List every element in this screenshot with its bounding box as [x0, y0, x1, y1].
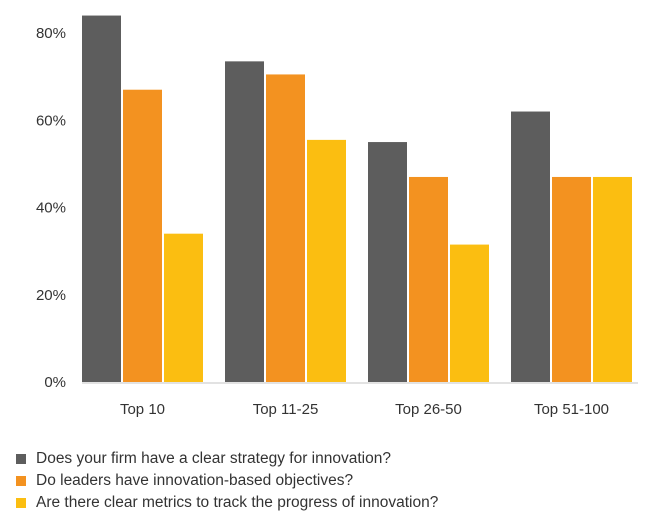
- x-tick-label: Top 11-25: [253, 401, 319, 418]
- legend: Does your firm have a clear strategy for…: [16, 448, 438, 514]
- legend-swatch-metrics: [16, 498, 26, 508]
- bar: [164, 233, 203, 382]
- legend-label-metrics: Are there clear metrics to track the pro…: [36, 494, 439, 511]
- bars: [82, 15, 632, 383]
- legend-label-strategy: Does your firm have a clear strategy for…: [36, 450, 391, 467]
- y-tick-label: 40%: [36, 200, 66, 217]
- legend-label-objectives: Do leaders have innovation-based objecti…: [36, 472, 354, 489]
- y-axis-ticks: 0% 20% 40% 60% 80%: [36, 25, 66, 391]
- x-tick-label: Top 26-50: [395, 401, 462, 418]
- legend-item-strategy: Does your firm have a clear strategy for…: [16, 448, 438, 470]
- y-tick-label: 60%: [36, 112, 66, 129]
- bar: [82, 15, 121, 383]
- x-tick-label: Top 51-100: [534, 401, 609, 418]
- bar: [409, 176, 448, 382]
- bar: [593, 176, 632, 382]
- legend-swatch-objectives: [16, 476, 26, 486]
- bar: [307, 139, 346, 382]
- legend-item-objectives: Do leaders have innovation-based objecti…: [16, 470, 438, 492]
- bar: [511, 111, 550, 383]
- bar: [123, 89, 162, 383]
- bar: [368, 142, 407, 382]
- bar-chart: 0%20%40%60%80% Top 10 Top 11-25 Top 26-50 T…: [36, 15, 638, 418]
- y-tick-label: 80%: [36, 25, 66, 42]
- bar: [266, 74, 305, 382]
- legend-item-metrics: Are there clear metrics to track the pro…: [16, 492, 438, 514]
- y-tick-label: 20%: [36, 287, 66, 304]
- legend-swatch-strategy: [16, 454, 26, 464]
- x-axis-ticks: Top 10 Top 11-25 Top 26-50 Top 51-100: [120, 401, 609, 418]
- bar: [552, 176, 591, 382]
- bar: [450, 244, 489, 382]
- x-tick-label: Top 10: [120, 401, 165, 418]
- y-tick-label: 0%: [44, 374, 66, 391]
- bar: [225, 61, 264, 382]
